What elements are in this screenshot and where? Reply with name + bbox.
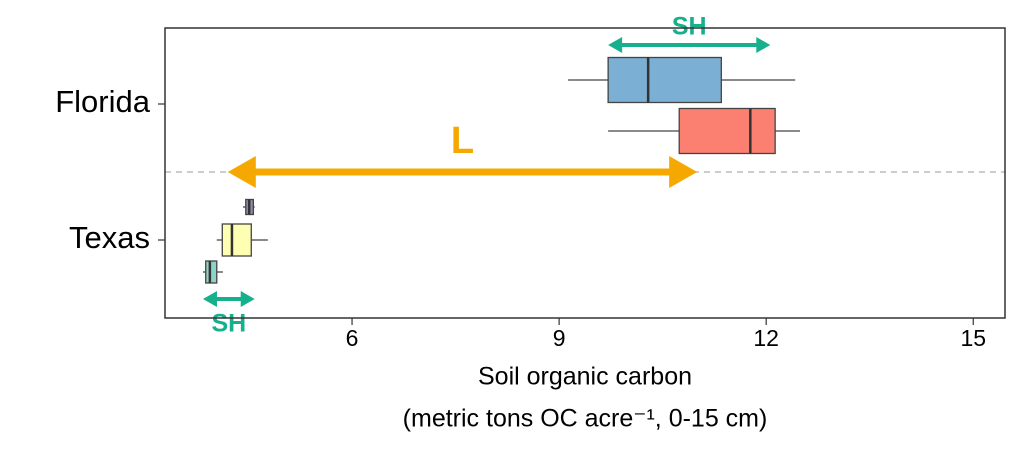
- box: [607, 56, 722, 104]
- arrow-head: [227, 156, 256, 188]
- arrow-head: [608, 37, 623, 53]
- annotation-label: L: [451, 120, 474, 162]
- box: [221, 223, 252, 257]
- x-axis-label: Soil organic carbon: [478, 363, 692, 391]
- arrow-head: [202, 291, 217, 307]
- x-tick-label: 12: [753, 325, 779, 351]
- x-axis-label: (metric tons OC acre⁻¹, 0-15 cm): [403, 405, 768, 433]
- annotation-label: SH: [672, 13, 707, 41]
- arrow-head: [669, 156, 698, 188]
- x-tick-label: 6: [346, 325, 359, 351]
- y-tick-label: Texas: [69, 220, 150, 255]
- arrow-head: [756, 37, 771, 53]
- plot-frame: [164, 27, 1006, 319]
- box: [205, 260, 218, 284]
- x-tick-label: 9: [553, 325, 566, 351]
- box: [678, 107, 776, 155]
- arrow-head: [240, 291, 255, 307]
- y-tick-label: Florida: [55, 84, 151, 119]
- annotation-label: SH: [211, 310, 246, 338]
- x-tick-label: 15: [960, 325, 986, 351]
